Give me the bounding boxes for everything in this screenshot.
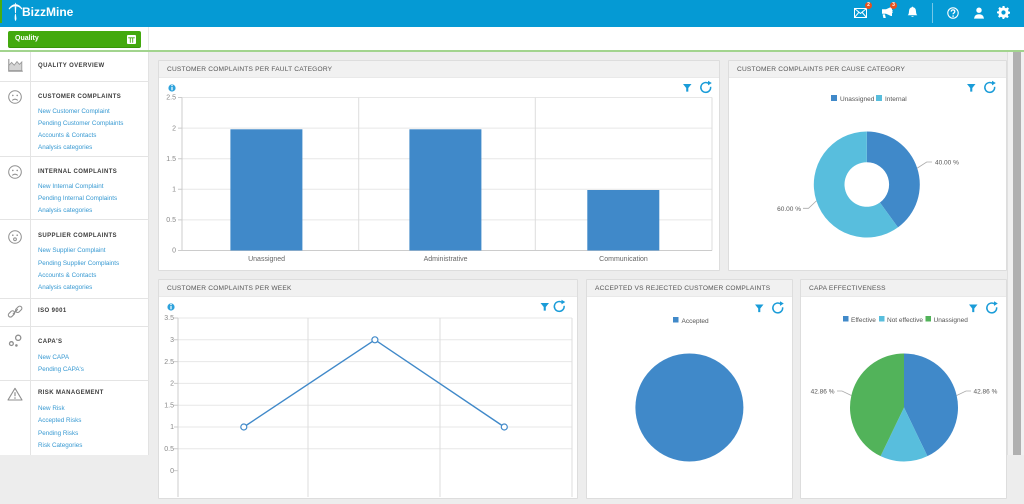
svg-text:40.00 %: 40.00 % [935,160,959,167]
svg-text:2: 2 [170,381,174,388]
svg-text:Effective: Effective [851,317,876,324]
svg-text:1: 1 [170,424,174,431]
svg-text:Unassigned: Unassigned [248,256,285,263]
svg-text:0.5: 0.5 [164,446,174,453]
svg-text:0: 0 [172,248,176,255]
svg-text:42.86 %: 42.86 % [974,389,998,396]
svg-text:3: 3 [170,337,174,344]
svg-text:2.5: 2.5 [166,95,176,102]
svg-text:Administrative: Administrative [424,256,468,263]
svg-text:1.5: 1.5 [166,156,176,163]
svg-text:0: 0 [170,468,174,475]
svg-text:2.5: 2.5 [164,359,174,366]
svg-text:2: 2 [172,125,176,132]
svg-text:1: 1 [172,187,176,194]
svg-text:1.5: 1.5 [164,402,174,409]
svg-text:60.00 %: 60.00 % [777,206,801,213]
svg-text:42.86 %: 42.86 % [811,389,835,396]
svg-text:3.5: 3.5 [164,315,174,322]
svg-text:Not effective: Not effective [887,317,923,324]
svg-text:Unassigned: Unassigned [840,96,875,103]
svg-text:Unassigned: Unassigned [934,317,969,324]
svg-text:Internal: Internal [885,96,907,103]
svg-text:Accepted: Accepted [682,318,709,325]
svg-text:Communication: Communication [599,256,648,263]
svg-text:0.5: 0.5 [166,217,176,224]
